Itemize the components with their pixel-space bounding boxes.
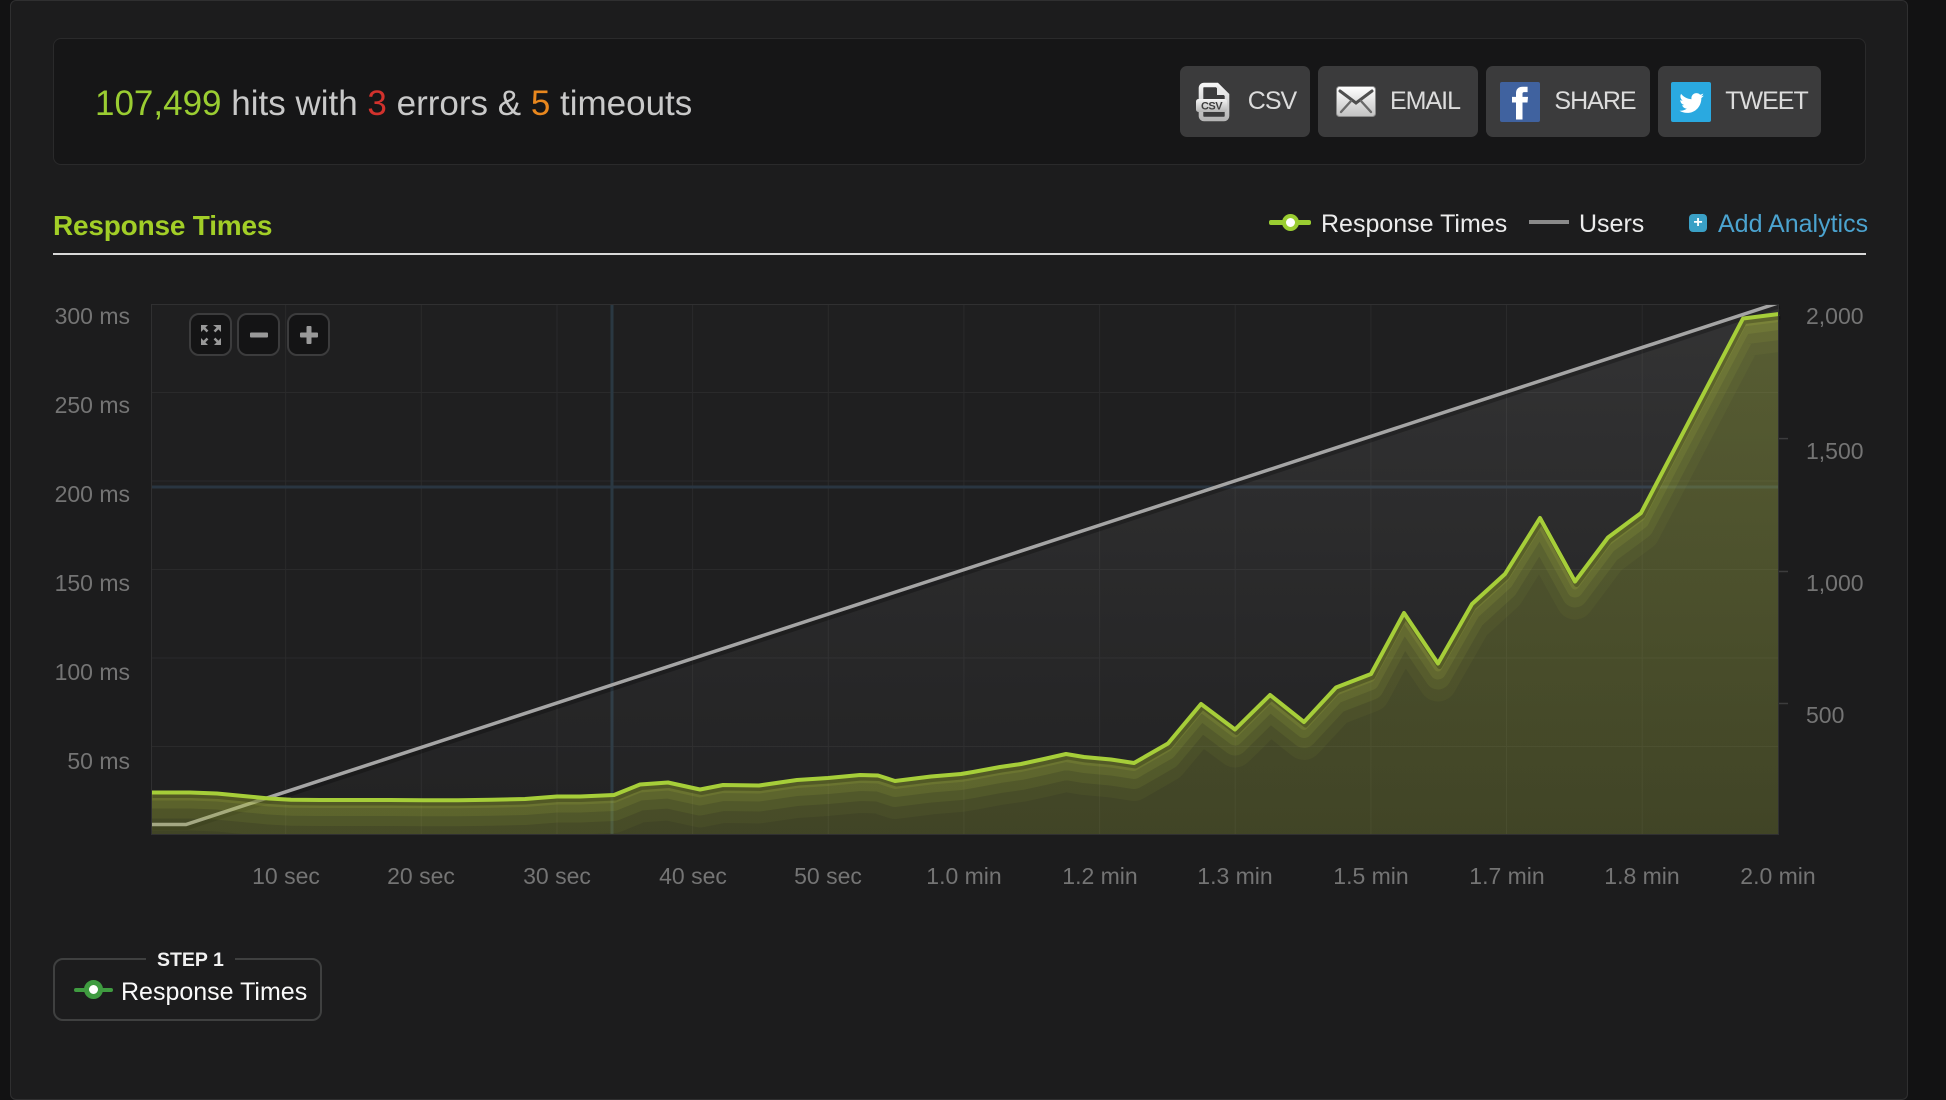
svg-text:CSV: CSV <box>1201 100 1223 112</box>
